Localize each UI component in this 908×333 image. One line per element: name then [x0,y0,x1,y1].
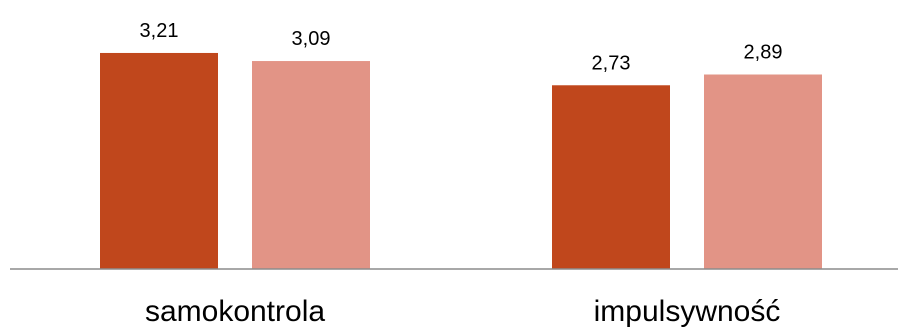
category-label-samokontrola: samokontrola [145,295,325,328]
bar-samokontrola-series-1 [100,52,218,270]
bars-group [100,52,822,270]
category-labels-group: samokontrola impulsywność [145,295,780,328]
bar-samokontrola-series-2 [252,61,370,269]
bar-impulsywność-series-1 [552,85,670,270]
bar-impulsywność-series-2 [704,74,822,270]
category-label-impulsywność: impulsywność [594,295,781,328]
value-label-samokontrola-series-1: 3,21 [140,20,179,42]
value-label-samokontrola-series-2: 3,09 [292,28,331,50]
value-label-impulsywność-series-1: 2,73 [592,52,631,74]
value-labels-group: 3,21 3,09 2,73 2,89 [140,20,783,74]
value-label-impulsywność-series-2: 2,89 [744,42,783,64]
